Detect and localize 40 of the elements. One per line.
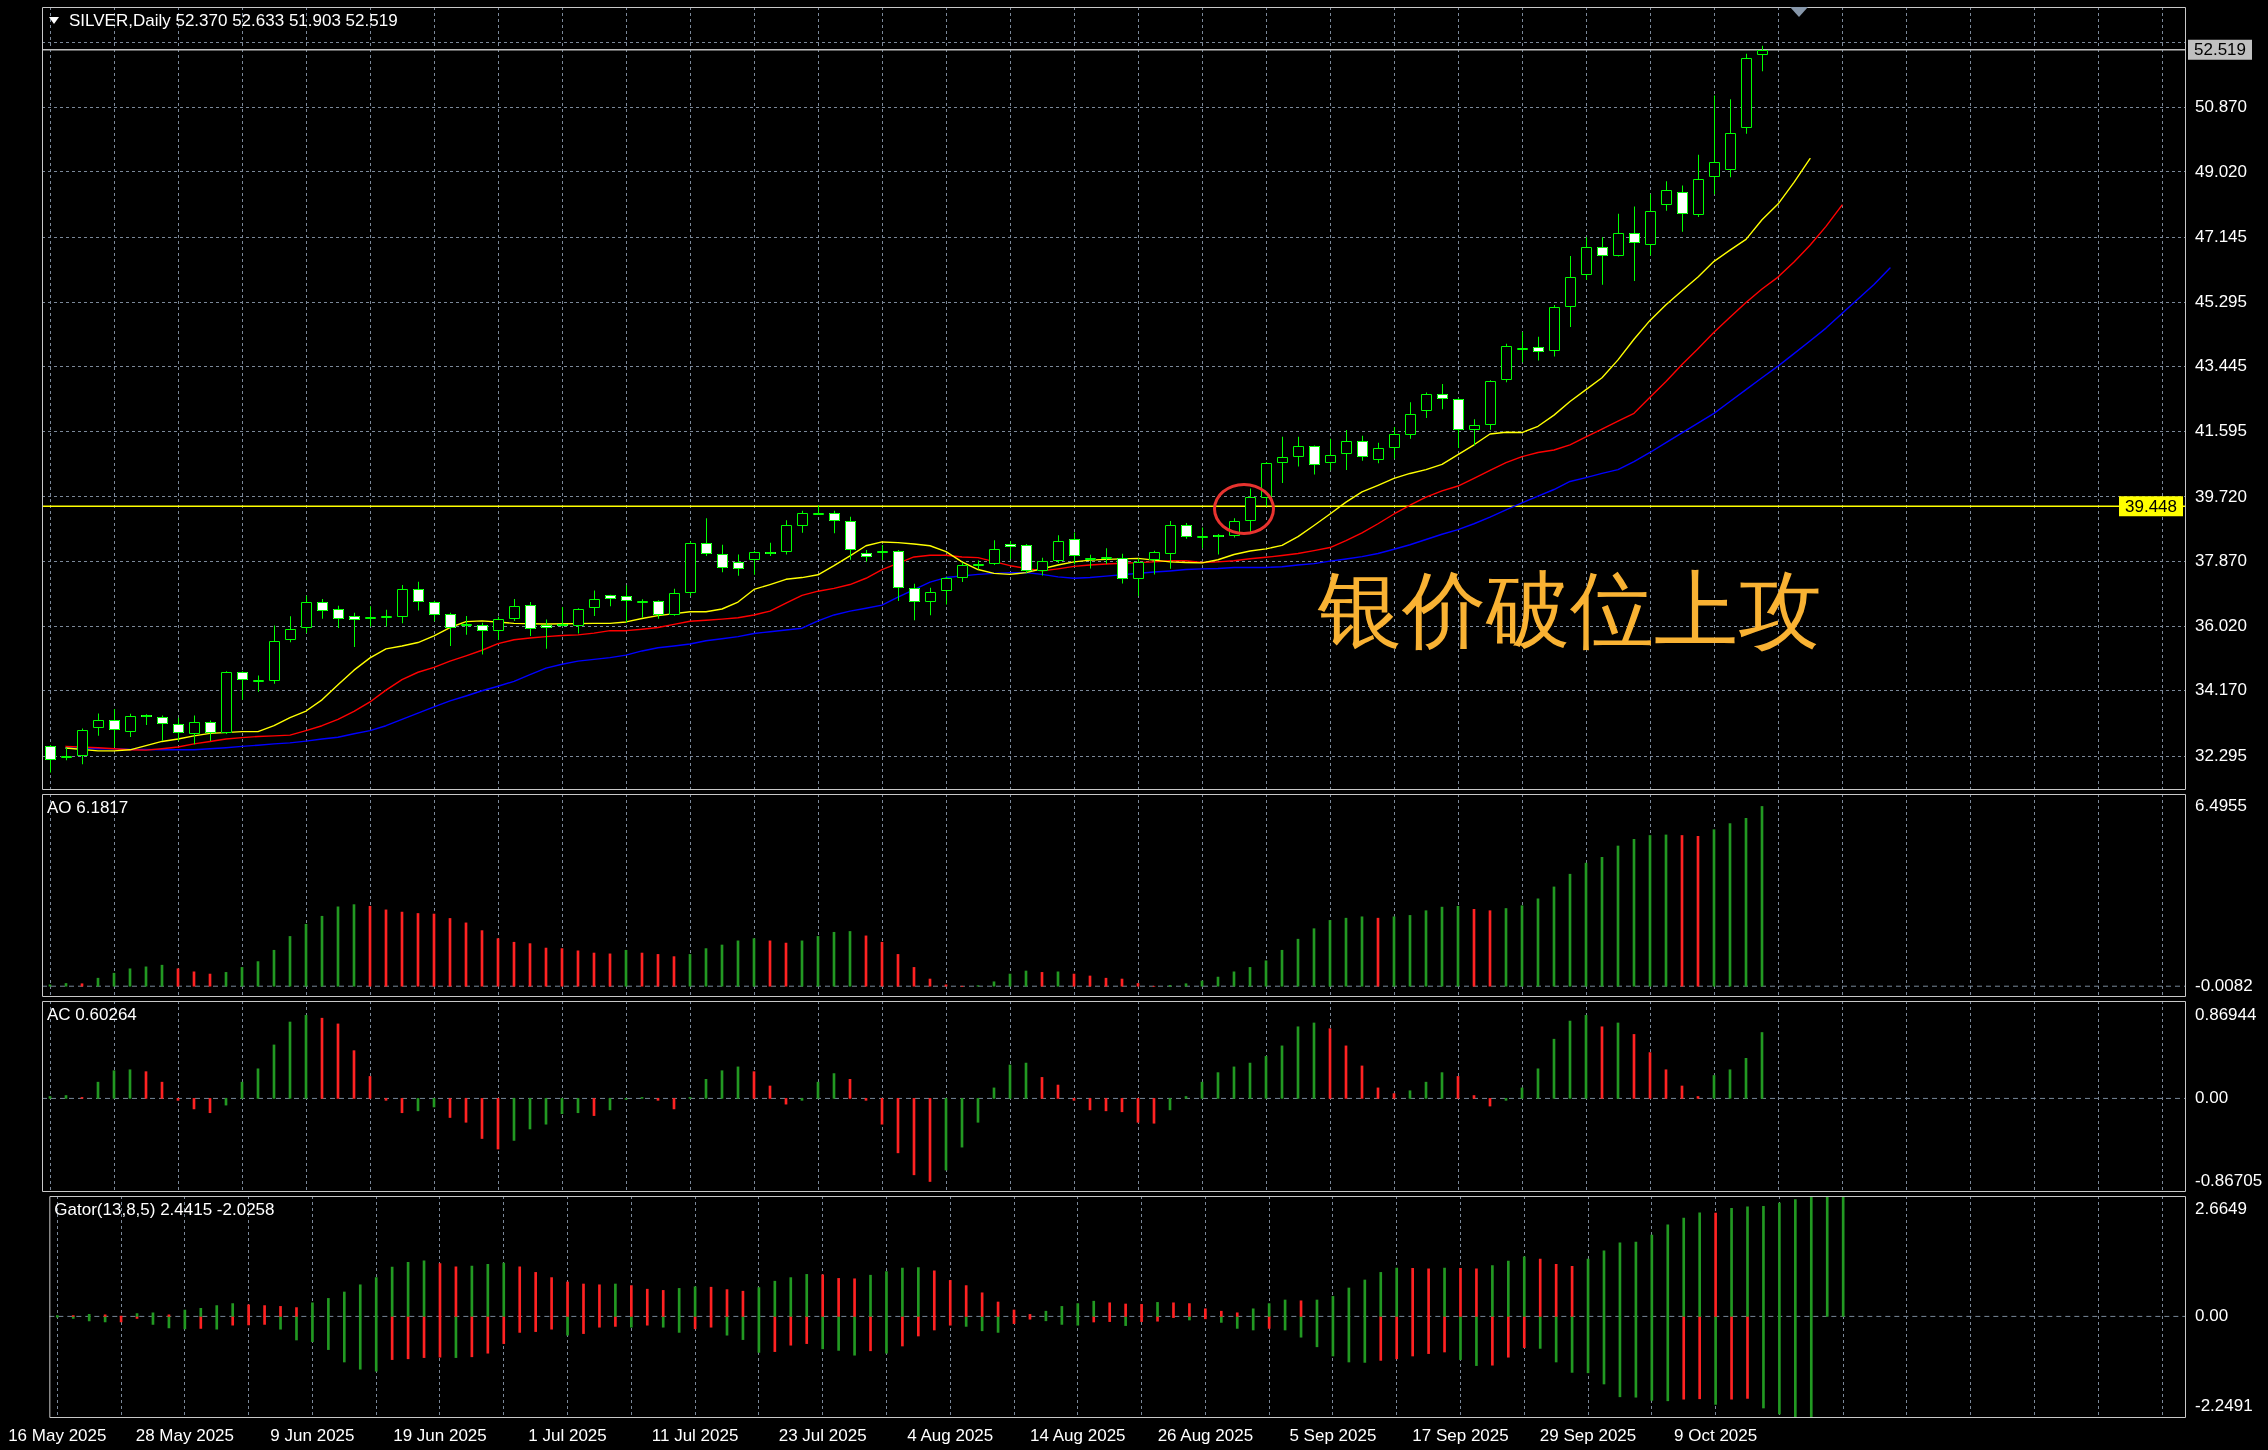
y-tick-label: 37.870 xyxy=(2195,551,2247,571)
x-tick-label: 29 Sep 2025 xyxy=(1539,1425,1637,1445)
y-tick-label: 47.145 xyxy=(2195,227,2247,247)
y-tick-label: 39.720 xyxy=(2195,486,2247,506)
x-tick-label: 1 Jul 2025 xyxy=(528,1425,607,1445)
chart-title: Gator(13,8,5) 2.4415 -2.0258 xyxy=(54,1200,275,1220)
y-tick-label: 50.870 xyxy=(2195,96,2247,116)
x-tick-label: 16 May 2025 xyxy=(8,1425,107,1445)
chart-title: AC 0.60264 xyxy=(47,1005,137,1025)
x-tick-label: 4 Aug 2025 xyxy=(907,1425,994,1445)
y-tick-label: 43.445 xyxy=(2195,356,2247,376)
x-tick-label: 23 Jul 2025 xyxy=(778,1425,867,1445)
x-tick-label: 17 Sep 2025 xyxy=(1412,1425,1509,1445)
y-tick-label: 36.020 xyxy=(2195,615,2247,635)
ref-line-label: 39.448 xyxy=(2125,497,2177,517)
chart-title: SILVER,Daily 52.370 52.633 51.903 52.519 xyxy=(69,11,398,31)
y-tick-label: 32.295 xyxy=(2195,745,2247,765)
x-tick-label: 14 Aug 2025 xyxy=(1030,1425,1126,1445)
y-tick-label: -0.86705 xyxy=(2195,1170,2263,1190)
y-tick-label: 0.86944 xyxy=(2195,1005,2257,1025)
y-tick-label: 41.595 xyxy=(2195,421,2247,441)
x-tick-label: 19 Jun 2025 xyxy=(393,1425,487,1445)
x-tick-label: 28 May 2025 xyxy=(135,1425,235,1445)
y-tick-label: 34.170 xyxy=(2195,680,2247,700)
y-tick-label: -0.0082 xyxy=(2195,976,2253,996)
y-tick-label: 49.020 xyxy=(2195,161,2247,181)
x-tick-label: 5 Sep 2025 xyxy=(1289,1425,1377,1445)
y-tick-label: 2.6649 xyxy=(2195,1199,2247,1219)
y-tick-label: 0.00 xyxy=(2195,1088,2229,1108)
y-tick-label: -2.2491 xyxy=(2195,1396,2253,1416)
annotation: 银价破位上攻 xyxy=(1317,563,1822,658)
y-tick-label: 0.00 xyxy=(2195,1306,2229,1326)
x-tick-label: 11 Jul 2025 xyxy=(651,1425,739,1445)
x-tick-label: 9 Oct 2025 xyxy=(1674,1425,1758,1445)
x-tick-label: 9 Jun 2025 xyxy=(270,1425,355,1445)
chart-title: AO 6.1817 xyxy=(47,798,129,818)
y-tick-label: 45.295 xyxy=(2195,291,2247,311)
ref-line-label: 52.519 xyxy=(2194,40,2246,60)
x-tick-label: 26 Aug 2025 xyxy=(1157,1425,1254,1445)
y-tick-label: 6.4955 xyxy=(2195,796,2247,816)
